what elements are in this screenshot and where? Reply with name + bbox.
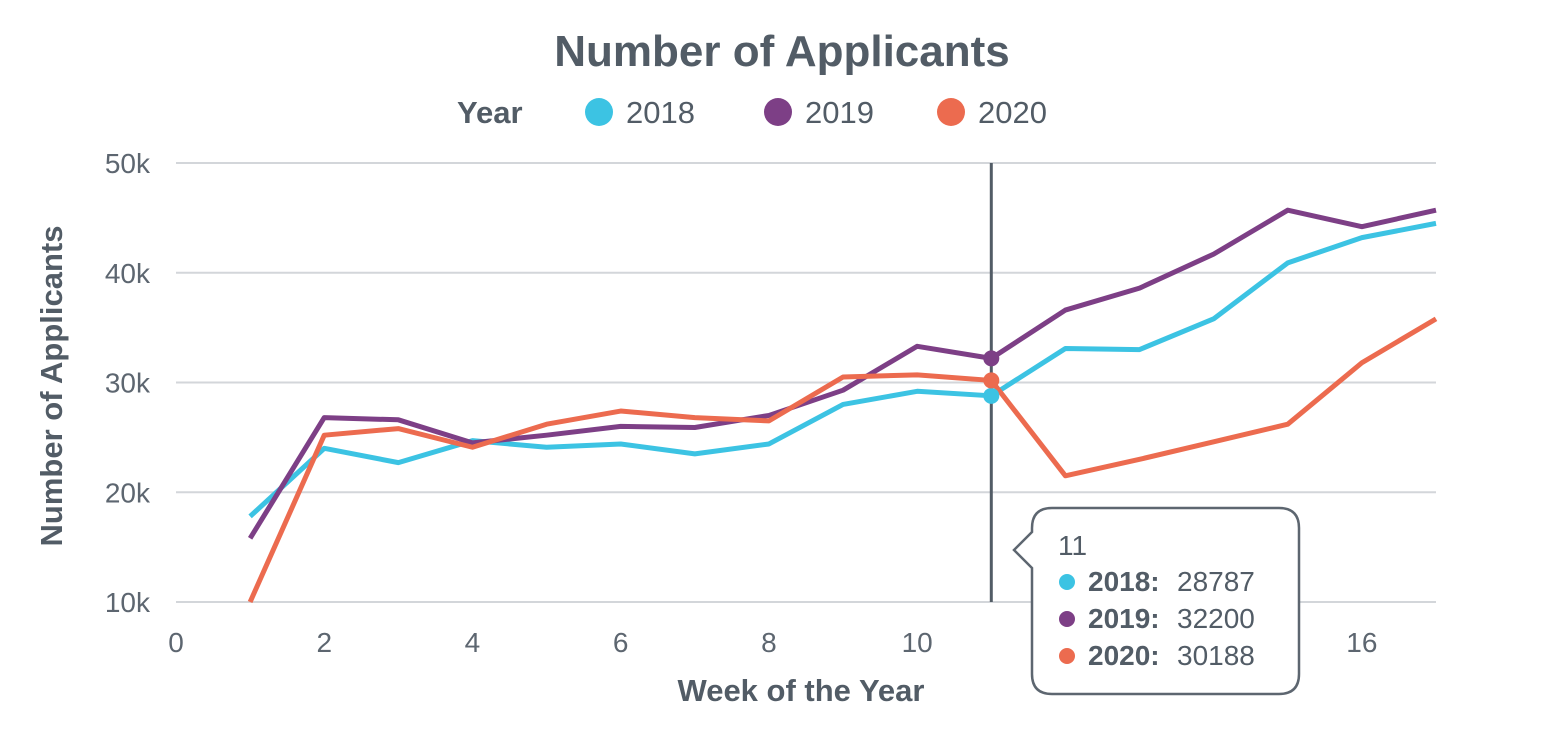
chart-tooltip: 11 2018: 28787 2019: 32200 2020: 30188 <box>1012 506 1301 696</box>
tooltip-value-1: 32200 <box>1177 603 1255 634</box>
legend-marker-2019 <box>764 98 792 126</box>
y-axis-ticks: 10k 20k 30k 40k 50k <box>105 148 151 618</box>
x-tick-label: 8 <box>761 627 777 658</box>
legend-label-2018: 2018 <box>626 95 695 130</box>
series-line-2019 <box>247 207 1437 540</box>
hover-point-2020 <box>983 372 1000 389</box>
y-tick-label: 20k <box>105 477 151 508</box>
tooltip-marker-0 <box>1059 574 1075 590</box>
legend-label-2019: 2019 <box>805 95 874 130</box>
tooltip-marker-2 <box>1059 648 1075 664</box>
x-axis-ticks: 0 2 4 6 8 10 16 <box>168 627 1377 658</box>
hover-point-2019 <box>983 350 1000 367</box>
series-layer <box>247 207 1438 604</box>
y-tick-label: 40k <box>105 258 151 289</box>
hover-point-2018 <box>983 387 1000 404</box>
x-tick-label: 2 <box>316 627 332 658</box>
tooltip-marker-1 <box>1059 611 1075 627</box>
tooltip-value-0: 28787 <box>1177 566 1255 597</box>
tooltip-week-label: 11 <box>1058 530 1087 561</box>
y-tick-label: 30k <box>105 368 151 399</box>
y-axis-label: Number of Applicants <box>34 226 69 547</box>
x-axis-label: Week of the Year <box>678 673 925 708</box>
legend-title: Year <box>457 95 523 130</box>
legend-marker-2020 <box>937 98 965 126</box>
tooltip-box <box>1012 506 1301 696</box>
chart-title: Number of Applicants <box>554 27 1010 76</box>
x-tick-label: 10 <box>902 627 933 658</box>
legend-label-2020: 2020 <box>978 95 1047 130</box>
legend-marker-2018 <box>585 98 613 126</box>
tooltip-label-2: 2020: <box>1088 640 1160 671</box>
tooltip-label-0: 2018: <box>1088 566 1160 597</box>
series-line-2020 <box>247 316 1438 604</box>
x-tick-label: 6 <box>613 627 629 658</box>
legend-items: 2018 2019 2020 <box>585 95 1047 130</box>
x-tick-label: 16 <box>1346 627 1377 658</box>
hover-points <box>983 350 1000 404</box>
y-tick-label: 50k <box>105 148 151 179</box>
tooltip-label-1: 2019: <box>1088 603 1160 634</box>
x-tick-label: 4 <box>465 627 481 658</box>
y-tick-label: 10k <box>105 587 151 618</box>
tooltip-value-2: 30188 <box>1177 640 1255 671</box>
tooltip-items: 2018: 28787 2019: 32200 2020: 30188 <box>1059 566 1255 671</box>
x-tick-label: 0 <box>168 627 184 658</box>
series-line-2018 <box>248 220 1437 519</box>
chart-legend: Year 2018 2019 2020 <box>457 95 1047 130</box>
